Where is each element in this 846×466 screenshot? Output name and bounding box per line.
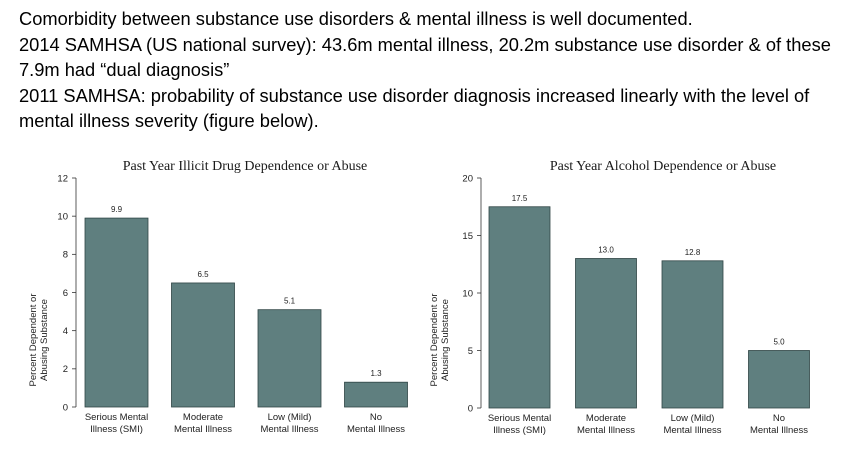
category-label-line1: No [773,413,785,424]
data-label: 9.9 [111,205,123,214]
intro-text: Comorbidity between substance use disord… [19,6,834,134]
y-axis-label: Percent Dependent or Abusing Substance [429,294,451,387]
category-label-line1: Moderate [183,412,223,423]
bar [171,282,235,408]
bar [344,381,408,408]
y-axis-label-line2: Abusing Substance [39,299,50,381]
category-label-line1: Low (Mild) [268,412,312,423]
y-tick-label: 5 [468,346,473,357]
data-label: 13.0 [598,246,614,255]
intro-line-1: Comorbidity between substance use disord… [19,8,693,29]
category-label-line1: Low (Mild) [671,413,715,424]
category-label-line1: Moderate [586,413,626,424]
category-label-line2: Mental Illness [174,424,232,435]
y-tick-label: 10 [57,211,68,222]
category-label-line2: Illness (SMI) [90,424,143,435]
y-axis-label-line1: Percent Dependent or [429,294,440,387]
y-tick-label: 6 [63,288,68,299]
category-label-line1: Serious Mental [85,412,148,423]
y-tick-label: 0 [63,402,68,413]
data-label: 12.8 [685,248,701,257]
illicit-drug-chart: Past Year Illicit Drug Dependence or Abu… [28,159,408,435]
intro-line-2: 2014 SAMHSA (US national survey): 43.6m … [19,33,831,81]
alcohol-chart: Past Year Alcohol Dependence or Abuse Pe… [429,159,810,436]
y-tick-label: 15 [462,231,473,242]
bar [748,350,810,409]
category-label-line2: Mental Illness [663,425,721,436]
bar [661,260,724,409]
y-tick-label: 2 [63,364,68,375]
category-label-line1: Serious Mental [488,413,551,424]
category-label-line2: Mental Illness [260,424,318,435]
bar [257,309,322,408]
bar [488,206,551,409]
category-label-line2: Mental Illness [750,425,808,436]
chart-title: Past Year Alcohol Dependence or Abuse [550,159,776,174]
y-axis-label-line1: Percent Dependent or [28,294,39,387]
data-label: 17.5 [512,194,528,203]
category-label-line2: Mental Illness [577,425,635,436]
data-label: 6.5 [197,270,209,279]
data-label: 5.0 [773,338,785,347]
y-tick-label: 4 [63,326,68,337]
category-label-line1: No [370,412,382,423]
y-tick-label: 8 [63,250,68,261]
bar [575,258,637,409]
y-tick-label: 12 [57,173,68,184]
intro-line-3: 2011 SAMHSA: probability of substance us… [19,84,810,132]
y-axis-label-line2: Abusing Substance [440,299,451,381]
data-label: 1.3 [370,369,382,378]
y-tick-label: 0 [468,403,473,414]
bar [84,217,149,408]
y-tick-label: 20 [462,173,473,184]
y-tick-label: 10 [462,288,473,299]
chart-title: Past Year Illicit Drug Dependence or Abu… [123,159,368,174]
category-label-line2: Illness (SMI) [493,425,546,436]
y-axis-label: Percent Dependent or Abusing Substance [28,294,50,387]
category-label-line2: Mental Illness [347,424,405,435]
data-label: 5.1 [284,297,296,306]
